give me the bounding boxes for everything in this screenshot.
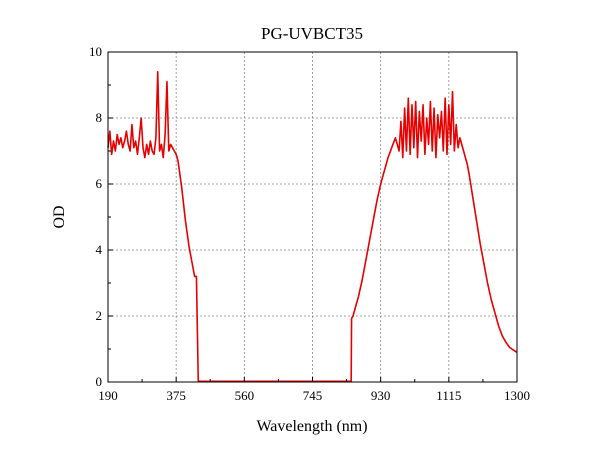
od-series-line xyxy=(107,71,518,383)
y-tick-label: 6 xyxy=(96,176,103,191)
x-tick-label: 375 xyxy=(166,388,186,403)
grid xyxy=(108,52,517,382)
chart-title: PG-UVBCT35 xyxy=(261,24,363,43)
y-tick-label: 2 xyxy=(96,308,103,323)
x-tick-label: 1300 xyxy=(504,388,530,403)
x-tick-label: 745 xyxy=(303,388,323,403)
tick-marks xyxy=(107,51,518,383)
x-tick-labels: 190 375 560 745 930 1115 1300 xyxy=(98,388,530,403)
y-tick-label: 0 xyxy=(96,374,103,389)
series-layer xyxy=(107,71,518,383)
x-tick-label: 1115 xyxy=(436,388,461,403)
y-axis-title: OD xyxy=(51,205,68,228)
y-tick-label: 10 xyxy=(89,44,102,59)
y-tick-label: 8 xyxy=(96,110,103,125)
x-axis-title: Wavelength (nm) xyxy=(256,418,367,435)
x-tick-label: 560 xyxy=(235,388,255,403)
y-tick-label: 4 xyxy=(96,242,103,257)
x-tick-label: 190 xyxy=(98,388,118,403)
y-tick-labels: 0 2 4 6 8 10 xyxy=(89,44,103,389)
x-tick-label: 930 xyxy=(371,388,391,403)
